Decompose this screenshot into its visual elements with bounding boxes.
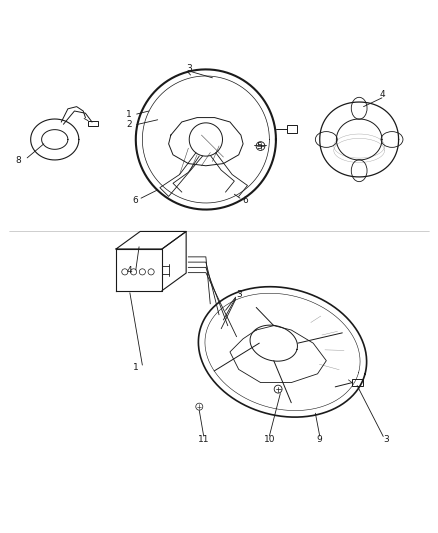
FancyBboxPatch shape: [88, 120, 98, 126]
Text: 4: 4: [127, 265, 132, 274]
Text: 11: 11: [198, 435, 209, 444]
Text: 2: 2: [127, 120, 132, 129]
Ellipse shape: [351, 98, 367, 119]
Circle shape: [131, 269, 137, 275]
Text: 4: 4: [379, 90, 385, 99]
Circle shape: [274, 385, 282, 393]
Text: 8: 8: [15, 156, 21, 165]
Text: 3: 3: [186, 63, 192, 72]
Ellipse shape: [315, 132, 337, 147]
Text: 1: 1: [133, 363, 139, 372]
Text: 1: 1: [126, 110, 132, 118]
Circle shape: [196, 403, 203, 410]
Text: 6: 6: [132, 196, 138, 205]
FancyBboxPatch shape: [352, 379, 363, 385]
Circle shape: [139, 269, 145, 275]
Text: 3: 3: [383, 435, 389, 444]
Ellipse shape: [351, 160, 367, 182]
Circle shape: [256, 142, 265, 150]
Text: 10: 10: [264, 435, 275, 444]
Circle shape: [122, 269, 128, 275]
Text: 5: 5: [256, 142, 262, 151]
Circle shape: [148, 269, 154, 275]
Text: 3: 3: [237, 289, 243, 298]
Text: 6: 6: [242, 196, 248, 205]
Ellipse shape: [381, 132, 403, 147]
FancyBboxPatch shape: [287, 125, 297, 133]
Text: 9: 9: [317, 435, 323, 444]
